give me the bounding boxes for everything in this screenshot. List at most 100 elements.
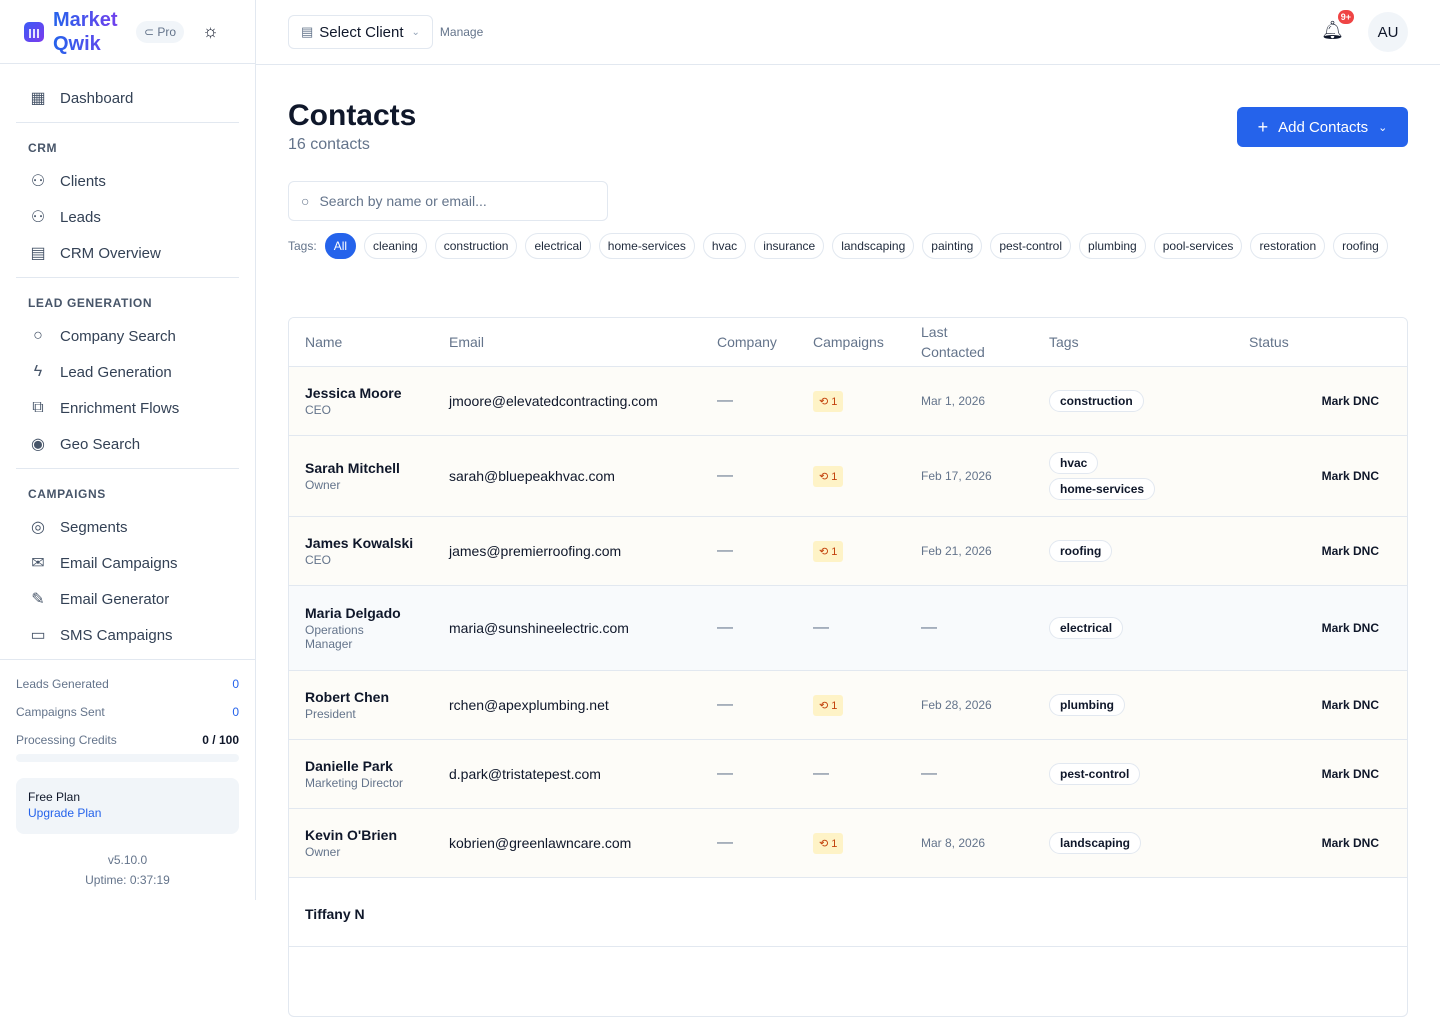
avatar[interactable]: AU [1368, 12, 1408, 52]
tag-filter-chip[interactable]: cleaning [364, 233, 427, 259]
mark-dnc-button[interactable]: Mark DNC [1321, 469, 1379, 483]
campaigns-count: — [813, 765, 829, 782]
contact-name[interactable]: Kevin O'Brien [305, 827, 398, 843]
table-row[interactable]: Kevin O'Brien Owner kobrien@greenlawncare.… [289, 809, 1407, 878]
tag-filter-chip[interactable]: insurance [754, 233, 825, 259]
search-input[interactable]: ○ Search by name or email... [288, 181, 608, 221]
sidebar-item-leads[interactable]: ⚇ Leads [16, 199, 239, 235]
name-cell: Jessica Moore CEO [289, 385, 449, 417]
table-row[interactable]: Tiffany N [289, 878, 1407, 947]
sidebar-item-crm-overview[interactable]: ▤ CRM Overview [16, 235, 239, 271]
manage-link[interactable]: Manage [439, 25, 484, 39]
sidebar-item-label: Email Generator [60, 590, 170, 608]
map-pin-icon: ◉ [31, 436, 45, 453]
contact-name[interactable]: Maria Delgado [305, 605, 401, 621]
mark-dnc-button[interactable]: Mark DNC [1321, 698, 1379, 712]
sidebar-item-label: Lead Generation [60, 363, 172, 381]
sidebar-item-lead-generation[interactable]: ϟ Lead Generation [16, 354, 239, 390]
column-header[interactable]: Company [717, 334, 777, 350]
mark-dnc-button[interactable]: Mark DNC [1321, 836, 1379, 850]
column-header[interactable]: Last Contacted [921, 324, 985, 360]
tags-cell: electrical [1049, 615, 1249, 641]
tag-filter-chip[interactable]: hvac [702, 233, 747, 259]
contact-company: — [717, 619, 733, 636]
campaigns-badge[interactable]: ⟲ 1 [813, 832, 844, 854]
tag-filter-chip[interactable]: painting [922, 233, 983, 259]
tag-wrap: electrical [1049, 615, 1249, 641]
column-header[interactable]: Tags [1049, 334, 1079, 350]
mark-dnc-button[interactable]: Mark DNC [1321, 544, 1379, 558]
sidebar-item-dashboard[interactable]: ▦ Dashboard [16, 80, 239, 116]
sidebar-item-email-campaigns[interactable]: ✉ Email Campaigns [16, 545, 239, 581]
contact-name[interactable]: Danielle Park [305, 758, 393, 774]
tag-wrap: hvac [1049, 450, 1249, 476]
tag-filter-chip[interactable]: roofing [1333, 233, 1388, 259]
tag-wrap: construction [1049, 388, 1249, 414]
contact-name[interactable]: Jessica Moore [305, 385, 402, 401]
plan-badge-label: Pro [157, 24, 177, 39]
table-row[interactable]: James Kowalski CEO james@premierroofing.co… [289, 517, 1407, 586]
contact-role: Operations Manager [305, 623, 364, 651]
campaigns-badge[interactable]: ⟲ 1 [813, 694, 844, 716]
divider [16, 468, 239, 469]
sidebar-item-sms-campaigns[interactable]: ▭ SMS Campaigns [16, 617, 239, 653]
campaigns-count: 1 [831, 545, 838, 558]
contact-name[interactable]: Robert Chen [305, 689, 389, 705]
campaigns-badge[interactable]: ⟲ 1 [813, 390, 844, 412]
mark-dnc-button[interactable]: Mark DNC [1321, 767, 1379, 781]
sidebar-item-email-generator[interactable]: ✎ Email Generator [16, 581, 239, 617]
column-header[interactable]: Email [449, 334, 485, 350]
tag-filter-chip[interactable]: landscaping [832, 233, 915, 259]
campaigns-count: 1 [831, 470, 838, 483]
column-header[interactable]: Status [1249, 334, 1289, 350]
divider [16, 277, 239, 278]
table-row[interactable]: Robert Chen President rchen@apexplumbing.n… [289, 671, 1407, 740]
add-contacts-button[interactable]: + Add Contacts ⌄ [1237, 107, 1408, 147]
name-cell: Robert Chen President [289, 689, 449, 721]
table-row[interactable]: Jessica Moore CEO jmoore@elevatedcontracti… [289, 367, 1407, 436]
contact-role: Owner [305, 478, 341, 492]
tag-filter-chip[interactable]: All [324, 233, 357, 259]
campaigns-badge[interactable]: ⟲ 1 [813, 465, 844, 487]
mark-dnc-button[interactable]: Mark DNC [1321, 394, 1379, 408]
sidebar-item-company-search[interactable]: ○ Company Search [16, 318, 239, 354]
history-icon: ⟲ [819, 837, 832, 850]
sidebar-item-enrichment-flows[interactable]: ⧉ Enrichment Flows [16, 390, 239, 426]
tag-filter-chip[interactable]: pest-control [990, 233, 1072, 259]
mark-dnc-button[interactable]: Mark DNC [1321, 621, 1379, 635]
bell-icon[interactable]: 🔔︎ [1321, 20, 1344, 40]
tag-filter-chip[interactable]: pool-services [1153, 233, 1243, 259]
tag-filter-chip[interactable]: plumbing [1079, 233, 1146, 259]
contact-email: kobrien@greenlawncare.com [449, 835, 632, 851]
contact-name[interactable]: Tiffany N [305, 906, 365, 922]
tag-filter-chip[interactable]: construction [434, 233, 518, 259]
sidebar-item-geo-search[interactable]: ◉ Geo Search [16, 426, 239, 462]
contact-name[interactable]: James Kowalski [305, 535, 414, 551]
tag-filter-chip[interactable]: home-services [598, 233, 695, 259]
tags-cell: landscaping [1049, 830, 1249, 856]
column-header[interactable]: Campaigns [813, 334, 884, 350]
theme-toggle-sun-icon[interactable]: ☼ [202, 21, 219, 41]
sidebar-item-segments[interactable]: ◎ Segments [16, 509, 239, 545]
tag-filter-chip[interactable]: restoration [1250, 233, 1326, 259]
table-header: Name Email Company Campaigns Last Contacted T… [289, 318, 1407, 367]
tags-cell: pest-control [1049, 761, 1249, 787]
table-row[interactable]: Danielle Park Marketing Director d.park@tr… [289, 740, 1407, 809]
usage-stats: Leads Generated 0 Campaigns Sent 0 Processin… [0, 659, 255, 900]
campaigns-badge[interactable]: ⟲ 1 [813, 540, 844, 562]
contact-tag: hvac [1049, 452, 1099, 474]
sidebar-item-clients[interactable]: ⚇ Clients [16, 163, 239, 199]
contact-role: Marketing Director [305, 776, 404, 790]
upgrade-plan-link[interactable]: Upgrade Plan [28, 806, 102, 820]
table-row[interactable]: Maria Delgado Operations Manager maria@sun… [289, 586, 1407, 671]
tags-cell: hvac home-services [1049, 450, 1249, 502]
select-client-dropdown[interactable]: ▤ Select Client ⌄ [288, 15, 433, 49]
tag-filter-chip[interactable]: electrical [525, 233, 591, 259]
contact-name[interactable]: Sarah Mitchell [305, 460, 400, 476]
column-header[interactable]: Name [305, 334, 343, 350]
last-contacted: — [921, 765, 937, 782]
sidebar-item-label: Geo Search [60, 435, 141, 453]
brand[interactable]: Market Qwik ⊂ Pro ☼ [0, 0, 255, 64]
grid-icon: ▦ [30, 90, 46, 107]
table-row[interactable]: Sarah Mitchell Owner sarah@bluepeakhvac.co… [289, 436, 1407, 517]
